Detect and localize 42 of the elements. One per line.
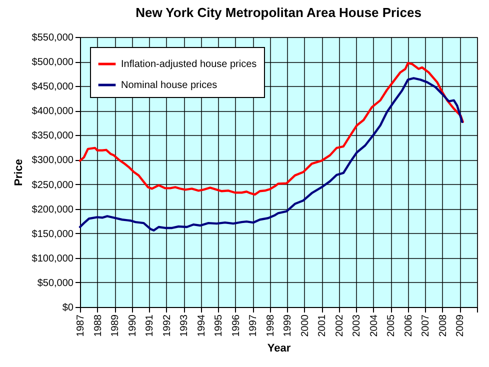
x-tick-label: 1987 [76,314,86,337]
y-tick-label: $0 [62,302,74,314]
x-tick-label: 1994 [196,314,208,337]
x-tick-label: 2002 [334,314,346,337]
y-tick-label: $100,000 [32,253,74,264]
chart-title: New York City Metropolitan Area House Prices [136,5,422,20]
line-series [78,77,464,232]
y-tick-label: $400,000 [32,106,74,118]
x-tick-label: 2007 [420,314,432,337]
x-tick-label: 2004 [368,314,380,337]
x-tick-label: 2003 [352,314,363,337]
x-tick-label: 2001 [317,314,328,337]
x-tick-label: 1996 [230,314,242,337]
x-tick-label: 2005 [386,314,398,337]
x-tick-label: 1998 [265,314,276,337]
legend-label: Inflation-adjusted house prices [121,59,257,70]
y-tick-label: $550,000 [32,32,74,44]
x-tick-label: 2009 [455,314,466,337]
x-tick-label: 1988 [92,314,104,337]
x-tick-label: 1993 [179,314,190,337]
x-tick-label: 1999 [282,314,294,337]
x-tick-label: 1990 [127,314,138,337]
x-tick-label: 1997 [248,314,260,337]
x-tick-label: 2000 [300,314,311,337]
y-tick-label: $350,000 [32,130,74,142]
x-tick-label: 1989 [110,314,122,337]
x-tick-label: 2008 [438,314,449,337]
x-tick-label: 1992 [162,314,173,337]
y-tick-label: $150,000 [32,228,74,240]
line-series [78,62,464,196]
y-tick-label: $250,000 [32,180,74,191]
x-tick-label: 2006 [403,314,414,337]
legend-label: Nominal house prices [121,80,218,91]
y-tick-label: $500,000 [32,57,74,68]
y-tick-label: $300,000 [32,155,74,166]
y-tick-label: $200,000 [32,204,74,216]
x-tick-label: 1995 [214,314,225,337]
y-axis-title: Price [12,159,25,186]
y-tick-label: $450,000 [32,82,74,93]
x-tick-label: 1991 [144,314,156,337]
x-axis-title: Year [267,342,292,355]
y-tick-label: $50,000 [37,278,74,289]
